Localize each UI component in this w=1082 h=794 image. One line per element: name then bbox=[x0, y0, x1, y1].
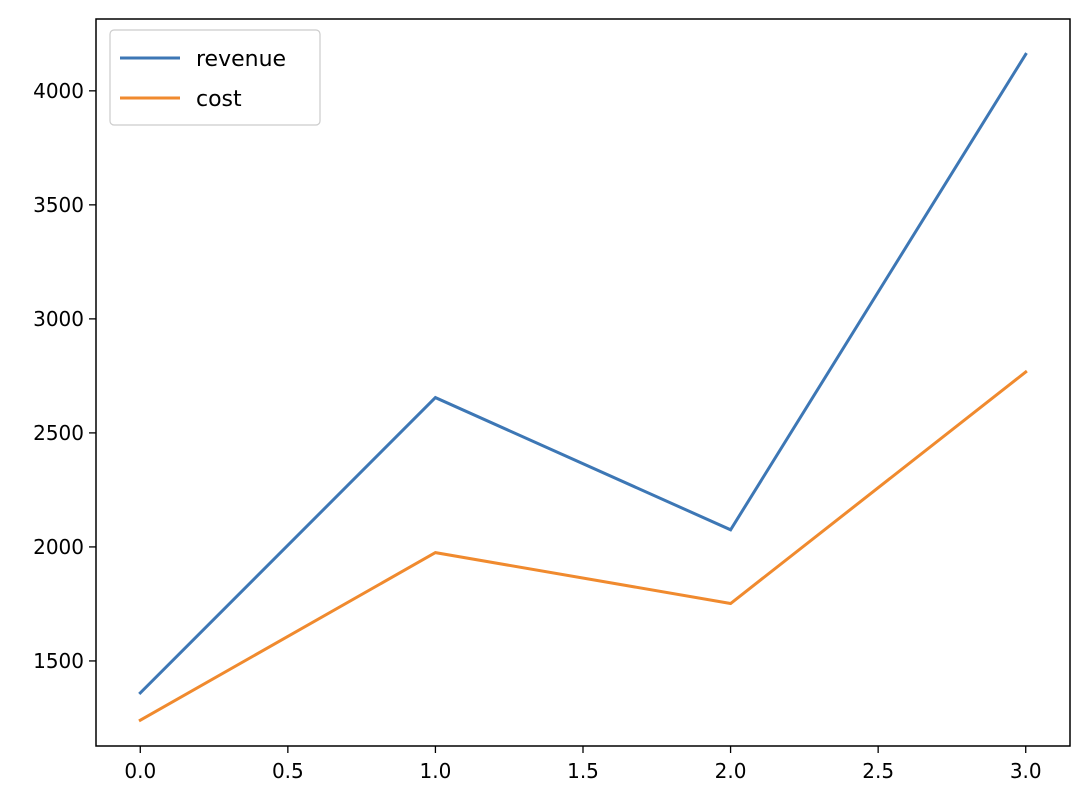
y-tick-label: 1500 bbox=[33, 649, 84, 673]
legend: revenue cost bbox=[109, 29, 321, 126]
x-tick-label: 0.5 bbox=[272, 759, 304, 783]
x-axis: 0.0 0.5 1.0 1.5 2.0 2.5 3.0 bbox=[124, 746, 1042, 783]
x-tick-label: 1.5 bbox=[567, 759, 599, 783]
y-tick-label: 4000 bbox=[33, 79, 84, 103]
y-tick-label: 2500 bbox=[33, 421, 84, 445]
plot-frame bbox=[95, 18, 1071, 747]
y-tick-label: 3500 bbox=[33, 193, 84, 217]
series-line-cost bbox=[138, 369, 1028, 723]
x-tick-label: 0.0 bbox=[124, 759, 156, 783]
y-tick-label: 3000 bbox=[33, 307, 84, 331]
y-axis: 1500 2000 2500 3000 3500 4000 bbox=[33, 79, 96, 673]
y-tick-label: 2000 bbox=[33, 535, 84, 559]
legend-box bbox=[109, 29, 321, 126]
series-line-revenue bbox=[138, 52, 1028, 696]
x-tick-label: 3.0 bbox=[1010, 759, 1042, 783]
series-layer bbox=[138, 52, 1028, 723]
x-tick-label: 2.0 bbox=[715, 759, 747, 783]
legend-label-revenue: revenue bbox=[196, 47, 286, 72]
x-tick-label: 1.0 bbox=[420, 759, 452, 783]
legend-label-cost: cost bbox=[196, 87, 242, 112]
x-tick-label: 2.5 bbox=[862, 759, 894, 783]
